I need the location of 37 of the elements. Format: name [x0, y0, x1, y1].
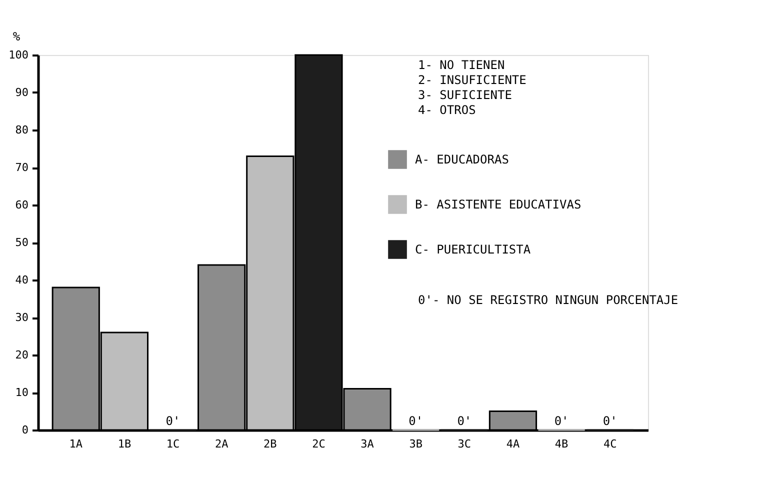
y-tick-label: 40 [15, 274, 28, 286]
data-label: 0' [457, 414, 472, 428]
x-tick-label: 2B [264, 438, 278, 450]
y-tick-label: 60 [15, 198, 28, 212]
annotation: 4- OTROS [418, 103, 476, 117]
x-tick-label: 1B [118, 438, 132, 450]
data-label: 0' [554, 414, 569, 428]
legend-label: C- PUERICULTISTA [415, 242, 532, 256]
x-tick-label: 4A [506, 438, 520, 450]
y-tick-label: 10 [15, 386, 28, 399]
y-tick-label: 100 [8, 48, 28, 62]
data-label: 0' [602, 414, 618, 428]
x-tick-label: 4C [603, 438, 617, 450]
y-tick-label: 90 [15, 86, 28, 99]
y-tick-label: 80 [15, 124, 28, 136]
x-tick-label: 2A [214, 438, 229, 450]
x-tick-label: 3C [458, 438, 472, 450]
x-tick-label: 1C [166, 438, 180, 450]
x-tick-label: 2C [312, 438, 326, 450]
annotation: 2- INSUFICIENTE [418, 73, 526, 87]
y-tick-label: 50 [15, 236, 28, 249]
data-label: 0' [166, 414, 180, 428]
x-tick-label: 1A [69, 438, 83, 450]
data-label: 0' [408, 414, 424, 428]
legend-label: B- ASISTENTE EDUCATIVAS [415, 198, 582, 212]
annotation: 3- SUFICIENTE [418, 88, 512, 102]
x-tick-label: 4B [554, 438, 569, 450]
x-tick-label: 3A [360, 438, 374, 450]
y-tick-label: 70 [15, 161, 28, 174]
y-tick-label: 0 [22, 424, 28, 436]
y-tick-label: 20 [15, 348, 28, 362]
y-axis-title: % [12, 30, 21, 44]
annotation: 0'- NO SE REGISTRO NINGUN PORCENTAJE [418, 293, 678, 307]
annotation: 1- NO TIENEN [418, 58, 505, 72]
x-tick-label: 3B [409, 438, 423, 450]
y-tick-label: 30 [15, 311, 28, 324]
legend-label: A- EDUCADORAS [415, 152, 509, 166]
